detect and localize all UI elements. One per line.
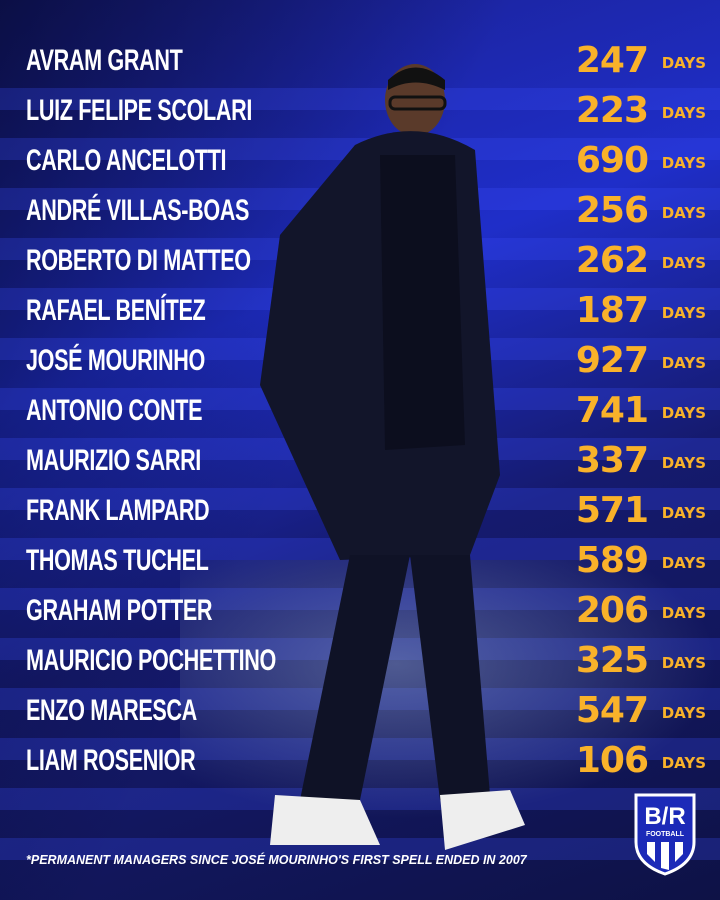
manager-name: RAFAEL BENÍTEZ (26, 294, 206, 327)
tenure-days: 187 (575, 290, 649, 331)
manager-row: CARLO ANCELOTTI 690 DAYS (0, 140, 720, 184)
manager-name: MAURICIO POCHETTINO (26, 644, 276, 677)
days-label: DAYS (661, 754, 706, 772)
manager-row: ANDRÉ VILLAS-BOAS 256 DAYS (0, 190, 720, 234)
days-label: DAYS (661, 204, 706, 222)
manager-name: MAURIZIO SARRI (26, 444, 201, 477)
manager-name: ANDRÉ VILLAS-BOAS (26, 194, 250, 227)
days-label: DAYS (661, 54, 706, 72)
tenure-days: 571 (575, 490, 649, 531)
manager-name: AVRAM GRANT (26, 44, 183, 77)
manager-row: MAURIZIO SARRI 337 DAYS (0, 440, 720, 484)
manager-row: LIAM ROSENIOR 106 DAYS (0, 740, 720, 784)
bg-stripe (0, 88, 720, 110)
br-football-logo: B/R FOOTBALL (634, 793, 696, 876)
manager-name: LUIZ FELIPE SCOLARI (26, 94, 252, 127)
manager-name: JOSÉ MOURINHO (26, 344, 205, 377)
manager-row: AVRAM GRANT 247 DAYS (0, 40, 720, 84)
tenure-days: 223 (575, 90, 649, 131)
tenure-days: 247 (575, 40, 649, 81)
manager-row: ENZO MARESCA 547 DAYS (0, 690, 720, 734)
days-label: DAYS (661, 304, 706, 322)
manager-row: FRANK LAMPARD 571 DAYS (0, 490, 720, 534)
manager-name: GRAHAM POTTER (26, 594, 213, 627)
tenure-days: 206 (575, 590, 649, 631)
tenure-days: 589 (575, 540, 649, 581)
days-label: DAYS (661, 104, 706, 122)
days-label: DAYS (661, 154, 706, 172)
days-label: DAYS (661, 404, 706, 422)
bg-stripe (0, 838, 720, 860)
manager-row: RAFAEL BENÍTEZ 187 DAYS (0, 290, 720, 334)
manager-row: GRAHAM POTTER 206 DAYS (0, 590, 720, 634)
svg-text:FOOTBALL: FOOTBALL (646, 831, 685, 838)
manager-name: ANTONIO CONTE (26, 394, 203, 427)
days-label: DAYS (661, 254, 706, 272)
tenure-days: 262 (575, 240, 649, 281)
manager-name: FRANK LAMPARD (26, 494, 210, 527)
days-label: DAYS (661, 654, 706, 672)
days-label: DAYS (661, 354, 706, 372)
tenure-days: 741 (575, 390, 649, 431)
manager-row: THOMAS TUCHEL 589 DAYS (0, 540, 720, 584)
tenure-days: 690 (575, 140, 649, 181)
days-label: DAYS (661, 704, 706, 722)
tenure-days: 325 (575, 640, 649, 681)
days-label: DAYS (661, 504, 706, 522)
days-label: DAYS (661, 604, 706, 622)
days-label: DAYS (661, 554, 706, 572)
tenure-days: 256 (575, 190, 649, 231)
tenure-days: 337 (575, 440, 649, 481)
manager-row: ANTONIO CONTE 741 DAYS (0, 390, 720, 434)
tenure-days: 547 (575, 690, 649, 731)
manager-name: THOMAS TUCHEL (26, 544, 209, 577)
footnote: *PERMANENT MANAGERS SINCE JOSÉ MOURINHO'… (26, 853, 527, 867)
manager-row: LUIZ FELIPE SCOLARI 223 DAYS (0, 90, 720, 134)
manager-photo (260, 64, 525, 850)
manager-name: CARLO ANCELOTTI (26, 144, 227, 177)
manager-name: ENZO MARESCA (26, 694, 197, 727)
days-label: DAYS (661, 454, 706, 472)
manager-name: ROBERTO DI MATTEO (26, 244, 251, 277)
manager-name: LIAM ROSENIOR (26, 744, 196, 777)
manager-row: MAURICIO POCHETTINO 325 DAYS (0, 640, 720, 684)
svg-text:B/R: B/R (644, 803, 685, 830)
manager-row: ROBERTO DI MATTEO 262 DAYS (0, 240, 720, 284)
tenure-days: 106 (575, 740, 649, 781)
tenure-days: 927 (575, 340, 649, 381)
manager-row: JOSÉ MOURINHO 927 DAYS (0, 340, 720, 384)
